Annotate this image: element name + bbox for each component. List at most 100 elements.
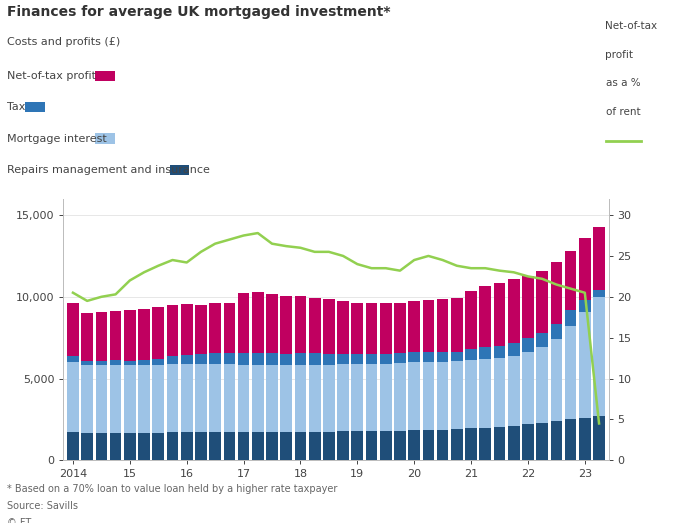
Bar (437, 430, 449, 460)
Bar (266, 433, 278, 460)
Bar (110, 360, 121, 365)
Bar (153, 308, 164, 359)
Bar (522, 424, 534, 460)
Bar (579, 300, 591, 312)
Bar (124, 310, 136, 360)
Bar (323, 431, 335, 460)
Bar (124, 433, 136, 460)
Bar (551, 263, 562, 324)
Bar (295, 353, 307, 365)
Bar (365, 431, 377, 460)
Bar (593, 297, 605, 416)
Bar (167, 357, 178, 364)
Bar (138, 366, 150, 433)
Bar (81, 360, 93, 366)
Bar (295, 431, 307, 460)
Bar (351, 354, 363, 364)
Bar (167, 433, 178, 460)
Bar (67, 357, 79, 362)
Bar (281, 433, 292, 460)
Text: profit: profit (606, 50, 634, 60)
Bar (167, 364, 178, 433)
Text: © FT: © FT (7, 518, 31, 523)
Bar (480, 428, 491, 460)
Bar (423, 362, 434, 430)
Bar (138, 309, 150, 360)
Bar (195, 354, 206, 364)
Bar (365, 303, 377, 354)
Bar (67, 302, 79, 357)
Bar (223, 364, 235, 433)
Bar (337, 301, 349, 354)
Bar (536, 333, 548, 347)
Bar (565, 310, 576, 326)
Text: Mortgage interest: Mortgage interest (7, 133, 106, 144)
Bar (451, 361, 463, 429)
Bar (451, 351, 463, 361)
Bar (565, 251, 576, 310)
Bar (110, 311, 121, 360)
Bar (209, 364, 221, 433)
Bar (394, 431, 406, 460)
Bar (96, 312, 107, 360)
Bar (494, 427, 505, 460)
Bar (309, 298, 321, 353)
Text: Repairs management and insurance: Repairs management and insurance (7, 165, 210, 175)
Bar (223, 303, 235, 353)
Bar (81, 433, 93, 460)
Text: * Based on a 70% loan to value loan held by a higher rate taxpayer: * Based on a 70% loan to value loan held… (7, 484, 337, 494)
Bar (252, 292, 264, 353)
Bar (480, 286, 491, 347)
Bar (565, 326, 576, 419)
Bar (96, 433, 107, 460)
Bar (238, 353, 249, 365)
Bar (380, 303, 391, 354)
Bar (437, 353, 449, 362)
Bar (351, 303, 363, 354)
Bar (536, 423, 548, 460)
Bar (551, 324, 562, 339)
Text: Finances for average UK mortgaged investment*: Finances for average UK mortgaged invest… (7, 5, 391, 19)
Bar (124, 360, 136, 366)
Bar (337, 431, 349, 460)
Bar (380, 431, 391, 460)
Bar (351, 431, 363, 460)
Text: Costs and profits (£): Costs and profits (£) (7, 37, 120, 47)
Bar (466, 349, 477, 360)
Bar (153, 359, 164, 366)
Bar (309, 431, 321, 460)
Text: of rent: of rent (606, 107, 640, 117)
Bar (209, 302, 221, 353)
Bar (437, 362, 449, 430)
Bar (494, 358, 505, 427)
Bar (323, 299, 335, 354)
Bar (437, 299, 449, 353)
Bar (451, 298, 463, 351)
Bar (238, 365, 249, 433)
Bar (579, 312, 591, 418)
Bar (138, 433, 150, 460)
Bar (281, 296, 292, 354)
Bar (223, 353, 235, 364)
Bar (365, 364, 377, 431)
Bar (153, 433, 164, 460)
Bar (593, 416, 605, 460)
Bar (522, 338, 534, 353)
Bar (522, 353, 534, 424)
Text: Net-of-tax: Net-of-tax (606, 21, 657, 31)
Bar (181, 304, 192, 355)
Bar (466, 360, 477, 428)
Bar (451, 429, 463, 460)
Bar (81, 313, 93, 360)
Bar (238, 433, 249, 460)
Bar (494, 346, 505, 358)
Bar (252, 353, 264, 366)
Bar (522, 276, 534, 338)
Bar (508, 343, 519, 356)
Bar (266, 353, 278, 366)
Bar (579, 418, 591, 460)
Bar (508, 356, 519, 426)
Bar (466, 291, 477, 349)
Bar (252, 433, 264, 460)
Bar (551, 339, 562, 421)
